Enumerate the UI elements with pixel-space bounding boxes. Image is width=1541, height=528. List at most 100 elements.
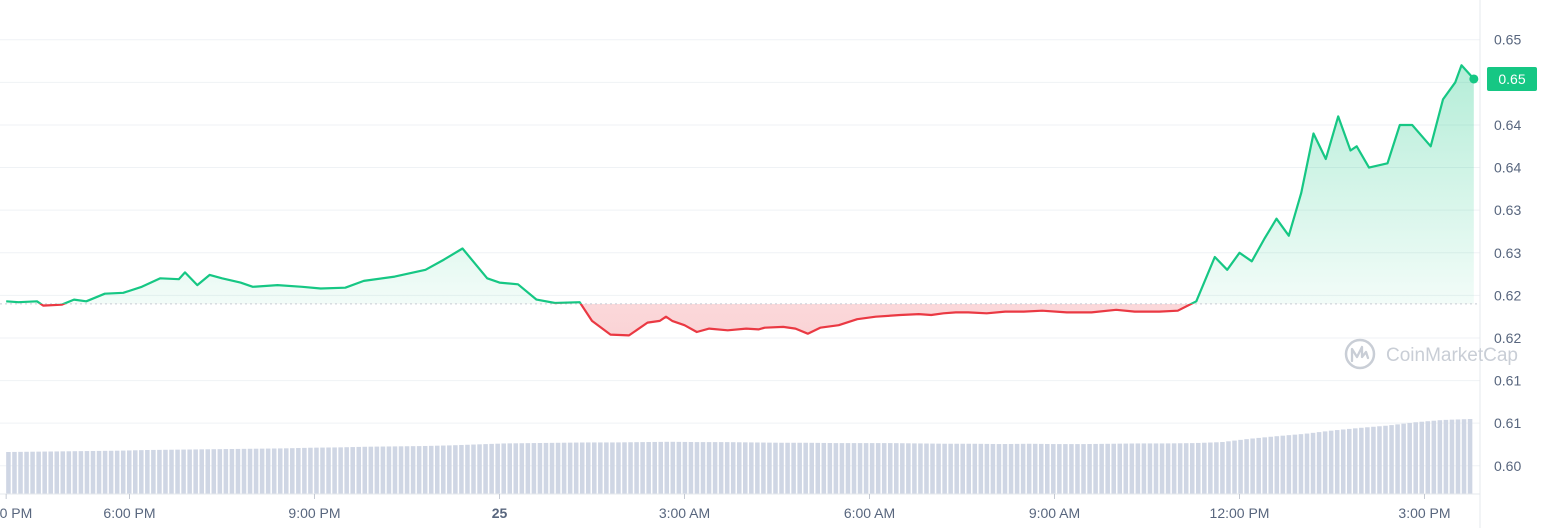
volume-bar <box>700 442 706 494</box>
x-tick-label: 9:00 AM <box>1029 505 1080 521</box>
volume-bar <box>1274 436 1280 494</box>
volume-bar <box>1395 424 1400 494</box>
volume-bar <box>290 448 295 494</box>
y-tick-label: 0.64 <box>1494 160 1521 176</box>
volume-bar <box>1123 443 1129 494</box>
volume-bar <box>416 446 422 494</box>
volume-bar <box>1250 438 1255 494</box>
volume-bar <box>1226 441 1231 494</box>
volume-bar <box>404 446 410 494</box>
volume-bar <box>555 442 561 494</box>
volume-bar <box>1340 429 1346 494</box>
volume-bar <box>96 450 102 494</box>
volume-bar <box>791 442 796 494</box>
volume-bar <box>1316 432 1322 494</box>
volume-bar <box>1129 443 1135 494</box>
volume-bar <box>1256 437 1261 494</box>
volume-bar <box>54 451 60 494</box>
x-tick-label: 6:00 AM <box>844 505 895 521</box>
volume-bar <box>640 442 645 494</box>
y-tick-label: 0.64 <box>1494 117 1521 133</box>
volume-bar <box>948 443 953 494</box>
volume-bar <box>1045 443 1050 494</box>
volume-bar <box>1105 443 1110 494</box>
volume-bar <box>356 446 362 494</box>
y-axis-ticks: 0.650.650.640.640.630.630.620.620.610.61… <box>1494 32 1521 474</box>
volume-bar <box>881 443 887 494</box>
volume-bar <box>133 450 138 494</box>
volume-bar <box>990 443 996 494</box>
volume-bar <box>1280 435 1286 494</box>
y-tick-label: 0.60 <box>1494 458 1521 474</box>
volume-bar <box>102 450 108 494</box>
volume-bar <box>887 443 893 494</box>
volume-bar <box>1389 425 1394 494</box>
volume-bar <box>1455 419 1461 494</box>
volume-bar <box>628 442 633 494</box>
volume-bar <box>924 443 929 494</box>
volume-bar <box>223 449 229 494</box>
volume-bar <box>1220 442 1225 494</box>
volume-bar <box>66 451 72 494</box>
volume-bar <box>48 451 53 494</box>
volume-bar <box>1238 439 1243 494</box>
volume-bar <box>1081 444 1086 494</box>
volume-bar <box>573 442 579 494</box>
volume-bar <box>259 448 265 494</box>
volume-bar <box>380 446 386 494</box>
volume-bar <box>815 442 821 494</box>
svg-text:CoinMarketCap: CoinMarketCap <box>1386 345 1518 366</box>
volume-bar <box>851 443 857 494</box>
volume-bar <box>1057 444 1062 494</box>
volume-bar <box>1407 422 1412 494</box>
volume-bar <box>205 449 211 494</box>
volume-bar <box>36 451 41 494</box>
x-axis-ticks: 4:00 PM 6:00 PM 9:00 PM 25 3:00 AM 6:00 AM 9:0… <box>0 493 1480 521</box>
volume-bar <box>398 446 404 494</box>
y-tick-label: 0.63 <box>1494 202 1521 218</box>
volume-bar <box>918 443 923 494</box>
volume-bar <box>930 443 935 494</box>
area-above-baseline <box>6 65 1474 304</box>
x-tick-label: 3:00 PM <box>1398 505 1450 521</box>
volume-bar <box>1413 422 1418 494</box>
volume-bar <box>1087 444 1092 494</box>
volume-bar <box>622 442 627 494</box>
volume-bar <box>682 441 688 494</box>
y-tick-label: 0.62 <box>1494 330 1521 346</box>
volume-bar <box>809 442 814 494</box>
volume-bar <box>785 442 790 494</box>
volume-bar <box>1443 419 1449 494</box>
volume-bar <box>996 444 1002 494</box>
volume-bar <box>217 449 223 494</box>
volume-bar <box>283 448 289 494</box>
volume-bar <box>229 448 235 494</box>
current-price-badge: 0.65 <box>1487 66 1537 91</box>
volume-bar <box>1099 443 1104 494</box>
volume-bar <box>326 447 331 494</box>
y-tick-label: 0.65 <box>1494 32 1521 48</box>
volume-bar <box>1334 430 1340 494</box>
volume-bar <box>1153 443 1159 494</box>
volume-bar <box>1292 434 1298 494</box>
x-tick-label: 9:00 PM <box>288 505 340 521</box>
volume-bar <box>108 450 114 494</box>
volume-bar <box>1135 443 1141 494</box>
volume-bar <box>972 443 978 494</box>
volume-bar <box>1365 427 1370 494</box>
volume-bar <box>598 442 603 494</box>
volume-bar <box>1328 430 1334 494</box>
volume-bar <box>350 447 355 494</box>
volume-bar <box>1038 443 1044 494</box>
y-tick-label: 0.61 <box>1494 373 1521 389</box>
volume-bar <box>1111 443 1116 494</box>
volume-bar <box>1183 443 1189 494</box>
volume-bar <box>755 442 760 494</box>
volume-bar <box>90 450 96 494</box>
volume-bar <box>30 451 35 494</box>
volume-bar <box>277 448 283 494</box>
volume-bar <box>549 442 555 494</box>
volume-bar <box>894 443 899 494</box>
volume-bar <box>241 448 247 494</box>
